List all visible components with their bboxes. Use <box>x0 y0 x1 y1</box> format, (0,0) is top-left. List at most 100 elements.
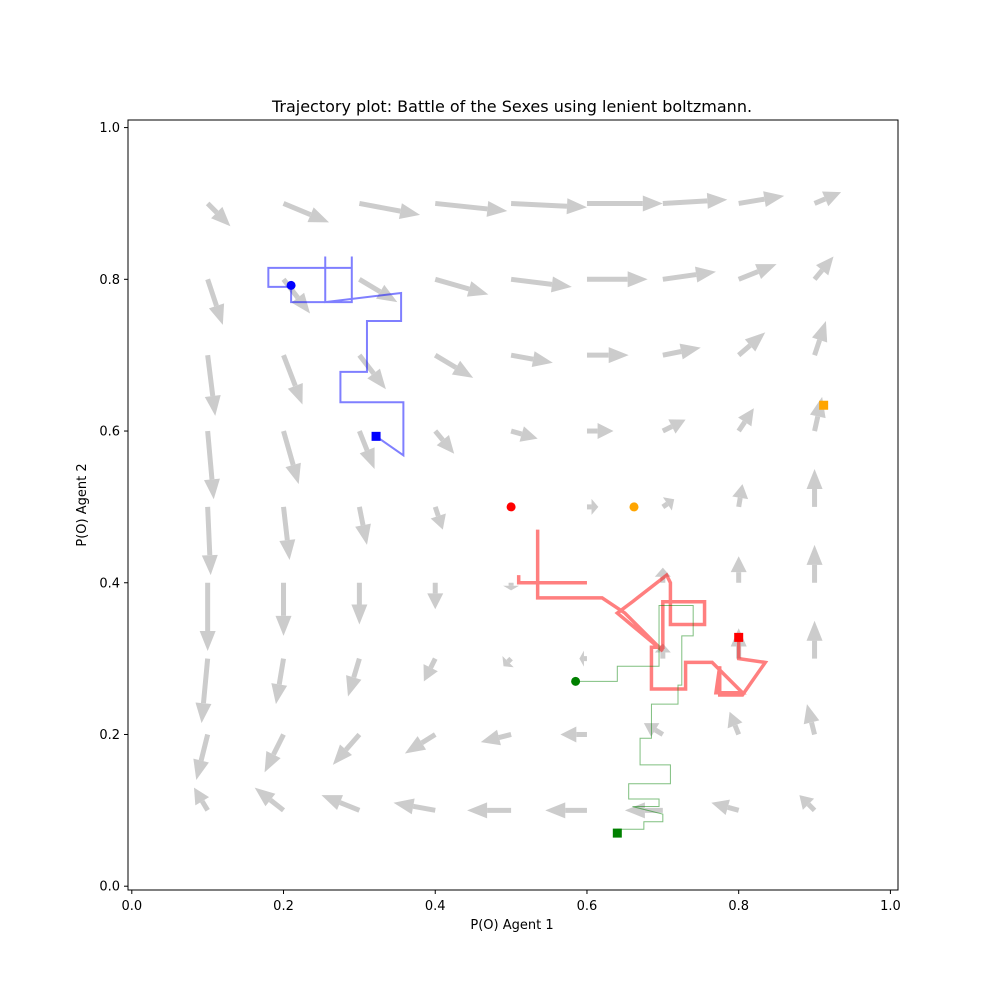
plot-frame <box>127 119 899 891</box>
field-arrow-shaft <box>412 803 436 813</box>
field-arrow-head <box>451 360 474 378</box>
field-arrow-head <box>706 192 728 209</box>
field-arrow-shaft <box>662 349 682 358</box>
x-axis-label: P(O) Agent 1 <box>470 918 553 933</box>
field-arrow-head <box>279 539 296 560</box>
field-arrow-head <box>285 462 301 485</box>
trajectory-line-2 <box>516 529 769 697</box>
field-arrow-shaft <box>661 424 674 434</box>
field-arrow-head <box>806 620 823 641</box>
field-arrow-head <box>287 382 303 405</box>
field-arrow <box>813 191 842 207</box>
field-arrow-shaft <box>812 339 822 356</box>
field-arrow-head <box>307 207 330 223</box>
field-arrow-head <box>608 347 629 364</box>
field-arrow-head <box>662 497 675 511</box>
field-arrow <box>711 799 740 816</box>
field-arrow-head <box>711 799 730 816</box>
markers <box>286 280 829 838</box>
field-arrow <box>279 506 296 560</box>
field-arrow-shaft <box>357 430 370 452</box>
field-arrow-shaft <box>281 506 290 541</box>
field-arrow-shaft <box>737 343 752 358</box>
x-tick-label: 0.8 <box>728 899 749 914</box>
field-arrow <box>510 426 538 442</box>
field-arrow <box>502 655 514 668</box>
field-arrow-shaft <box>198 733 211 762</box>
field-arrow-head <box>519 426 538 442</box>
field-arrow-shaft <box>432 506 441 517</box>
trajectory-line-3 <box>575 605 694 834</box>
field-arrow <box>738 191 785 208</box>
field-arrow <box>510 351 553 368</box>
field-arrow <box>586 498 599 515</box>
field-arrow-shaft <box>510 276 553 287</box>
field-arrow <box>321 795 361 813</box>
field-arrow <box>503 582 520 591</box>
x-tick-label: 1.0 <box>880 899 901 914</box>
field-arrow-head <box>199 631 216 652</box>
field-arrow-head <box>560 726 577 743</box>
trajectory-end-circle-3 <box>571 676 581 686</box>
field-arrow <box>201 506 218 576</box>
field-arrow-shaft <box>356 506 366 526</box>
field-arrow-shaft <box>813 196 827 206</box>
field-arrow-head <box>597 423 614 440</box>
field-arrow-head <box>727 711 743 729</box>
vector-field <box>193 191 842 819</box>
field-arrow-head <box>193 758 209 780</box>
field-arrow-head <box>803 704 820 725</box>
field-arrow <box>275 582 292 636</box>
y-axis-label: P(O) Agent 2 <box>75 463 90 546</box>
field-arrow-head <box>732 484 749 500</box>
field-arrow-shaft <box>510 200 568 209</box>
field-arrow-shaft <box>510 352 534 362</box>
trajectory-line-1 <box>267 256 405 458</box>
field-arrow-shaft <box>732 724 742 736</box>
field-arrow <box>812 256 834 281</box>
field-arrow-head <box>291 292 311 314</box>
y-tick-label: 0.2 <box>99 728 120 743</box>
field-arrow-head <box>208 303 225 325</box>
field-arrow-head <box>211 206 231 227</box>
field-arrow-head <box>503 585 520 591</box>
field-arrow-head <box>321 795 343 811</box>
field-arrow-head <box>738 408 754 427</box>
field-arrow-head <box>332 744 353 765</box>
field-arrow-head <box>346 675 362 697</box>
field-arrow-shaft <box>344 732 362 752</box>
field-arrow-shaft <box>276 658 286 685</box>
field-arrow <box>271 658 288 705</box>
field-arrow-head <box>376 284 398 303</box>
trajectory-start-square-3 <box>612 828 622 838</box>
x-tick-label: 0.0 <box>121 899 142 914</box>
field-arrow-head <box>815 256 834 276</box>
field-arrow-shaft <box>737 269 759 282</box>
field-arrow-shaft <box>428 657 438 669</box>
field-arrow <box>194 787 210 812</box>
field-arrow-shaft <box>812 268 825 281</box>
field-arrow-head <box>486 200 508 217</box>
field-arrow <box>467 802 512 819</box>
field-arrow <box>732 484 749 508</box>
field-arrow-head <box>436 435 455 454</box>
field-arrow <box>281 430 301 485</box>
field-arrow-shaft <box>653 727 665 737</box>
field-arrow-head <box>254 787 276 807</box>
axis-ticks: 0.0 0.2 0.4 0.6 0.8 1.0 0.0 0.2 0.4 0.6 0.8 1.0 <box>99 121 900 914</box>
trajectory-end-circle-2 <box>506 502 516 512</box>
field-arrow-shaft <box>420 732 437 745</box>
field-arrow-shaft <box>339 800 361 813</box>
field-arrow <box>205 201 231 227</box>
field-arrow <box>510 198 587 215</box>
field-arrow-head <box>806 544 823 565</box>
field-arrow-head <box>627 271 648 288</box>
trajectory-start-square-1 <box>371 431 381 441</box>
field-arrow <box>799 795 817 813</box>
field-arrow-head <box>550 276 572 293</box>
field-arrow <box>662 192 728 209</box>
field-arrow <box>736 408 754 433</box>
field-arrow <box>737 332 766 358</box>
field-arrow <box>579 650 587 667</box>
field-arrow-head <box>668 419 686 434</box>
